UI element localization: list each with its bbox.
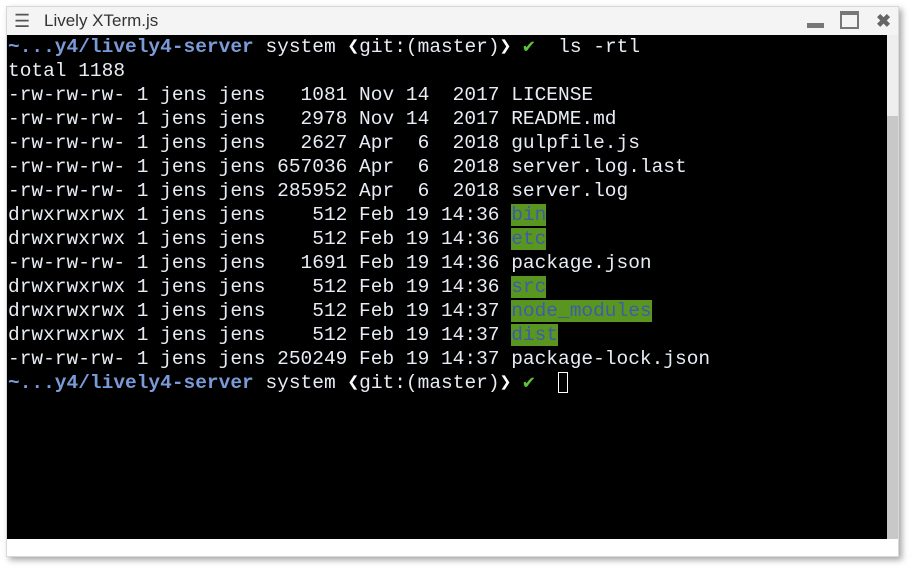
- directory-name: node_modules: [511, 300, 652, 322]
- undefined: [511, 36, 523, 58]
- file-row: drwxrwxrwx 1 jens jens 512 Feb 19 14:36 …: [8, 203, 710, 227]
- undefined: [511, 372, 523, 394]
- prompt-host: system: [253, 372, 348, 394]
- terminal-output: ~...y4/lively4-server system ❮git:(maste…: [8, 35, 710, 395]
- file-meta: -rw-rw-rw- 1 jens jens 2627 Apr 6 2018: [8, 132, 512, 154]
- file-name: gulpfile.js: [511, 132, 640, 154]
- file-meta: drwxrwxrwx 1 jens jens 512 Feb 19 14:36: [8, 276, 512, 298]
- file-name: server.log.last: [511, 156, 687, 178]
- window-title: Lively XTerm.js: [44, 11, 159, 30]
- file-meta: -rw-rw-rw- 1 jens jens 1691 Feb 19 14:36: [8, 252, 512, 274]
- hamburger-icon[interactable]: ☰: [14, 11, 31, 31]
- close-icon[interactable]: ✖: [876, 11, 892, 31]
- file-row: drwxrwxrwx 1 jens jens 512 Feb 19 14:36 …: [8, 275, 710, 299]
- git-branch: git:(master): [359, 372, 500, 394]
- file-name: server.log: [511, 180, 629, 202]
- directory-name: dist: [511, 324, 558, 346]
- command: ls -rtl: [558, 36, 641, 58]
- total: total 1188: [8, 60, 126, 82]
- prompt-line: ~...y4/lively4-server system ❮git:(maste…: [8, 371, 710, 395]
- prompt-host: system: [253, 36, 348, 58]
- scrollbar[interactable]: [887, 35, 898, 539]
- git-open-bracket: ❮: [347, 36, 360, 58]
- check-icon: ✔: [523, 36, 535, 58]
- file-name: package-lock.json: [511, 348, 711, 370]
- file-meta: drwxrwxrwx 1 jens jens 512 Feb 19 14:37: [8, 324, 512, 346]
- terminal[interactable]: ~...y4/lively4-server system ❮git:(maste…: [7, 35, 887, 539]
- prompt-line: ~...y4/lively4-server system ❮git:(maste…: [8, 35, 710, 59]
- file-meta: -rw-rw-rw- 1 jens jens 285952 Apr 6 2018: [8, 180, 512, 202]
- prompt-path: ~...y4/lively4-server: [8, 372, 254, 394]
- file-meta: -rw-rw-rw- 1 jens jens 250249 Feb 19 14:…: [8, 348, 512, 370]
- check-icon: ✔: [523, 372, 535, 394]
- git-close-bracket: ❯: [499, 372, 512, 394]
- file-row: drwxrwxrwx 1 jens jens 512 Feb 19 14:37 …: [8, 323, 710, 347]
- title-bar[interactable]: ☰ Lively XTerm.js ✖: [7, 7, 898, 35]
- file-meta: -rw-rw-rw- 1 jens jens 657036 Apr 6 2018: [8, 156, 512, 178]
- xterm-window: ☰ Lively XTerm.js ✖ ~...y4/lively4-serve…: [6, 6, 899, 557]
- git-open-bracket: ❮: [347, 372, 360, 394]
- file-row: -rw-rw-rw- 1 jens jens 2627 Apr 6 2018 g…: [8, 131, 710, 155]
- total-line: total 1188: [8, 59, 710, 83]
- scrollbar-thumb[interactable]: [887, 116, 898, 539]
- file-meta: -rw-rw-rw- 1 jens jens 1081 Nov 14 2017: [8, 84, 512, 106]
- file-meta: drwxrwxrwx 1 jens jens 512 Feb 19 14:37: [8, 300, 512, 322]
- file-name: README.md: [511, 108, 617, 130]
- file-meta: drwxrwxrwx 1 jens jens 512 Feb 19 14:36: [8, 204, 512, 226]
- file-row: drwxrwxrwx 1 jens jens 512 Feb 19 14:36 …: [8, 227, 710, 251]
- file-meta: -rw-rw-rw- 1 jens jens 2978 Nov 14 2017: [8, 108, 512, 130]
- file-row: -rw-rw-rw- 1 jens jens 1691 Feb 19 14:36…: [8, 251, 710, 275]
- cursor: [558, 372, 569, 394]
- directory-name: bin: [511, 204, 547, 226]
- maximize-icon[interactable]: [840, 11, 859, 33]
- minimize-icon[interactable]: [807, 9, 824, 32]
- directory-name: src: [511, 276, 547, 298]
- file-row: -rw-rw-rw- 1 jens jens 285952 Apr 6 2018…: [8, 179, 710, 203]
- prompt-path: ~...y4/lively4-server: [8, 36, 254, 58]
- git-branch: git:(master): [359, 36, 500, 58]
- file-meta: drwxrwxrwx 1 jens jens 512 Feb 19 14:36: [8, 228, 512, 250]
- file-row: drwxrwxrwx 1 jens jens 512 Feb 19 14:37 …: [8, 299, 710, 323]
- file-name: package.json: [511, 252, 652, 274]
- git-close-bracket: ❯: [499, 36, 512, 58]
- directory-name: etc: [511, 228, 547, 250]
- file-row: -rw-rw-rw- 1 jens jens 657036 Apr 6 2018…: [8, 155, 710, 179]
- file-row: -rw-rw-rw- 1 jens jens 1081 Nov 14 2017 …: [8, 83, 710, 107]
- file-name: LICENSE: [511, 84, 594, 106]
- undefined: [535, 372, 558, 394]
- file-row: -rw-rw-rw- 1 jens jens 2978 Nov 14 2017 …: [8, 107, 710, 131]
- file-row: -rw-rw-rw- 1 jens jens 250249 Feb 19 14:…: [8, 347, 710, 371]
- undefined: [535, 36, 558, 58]
